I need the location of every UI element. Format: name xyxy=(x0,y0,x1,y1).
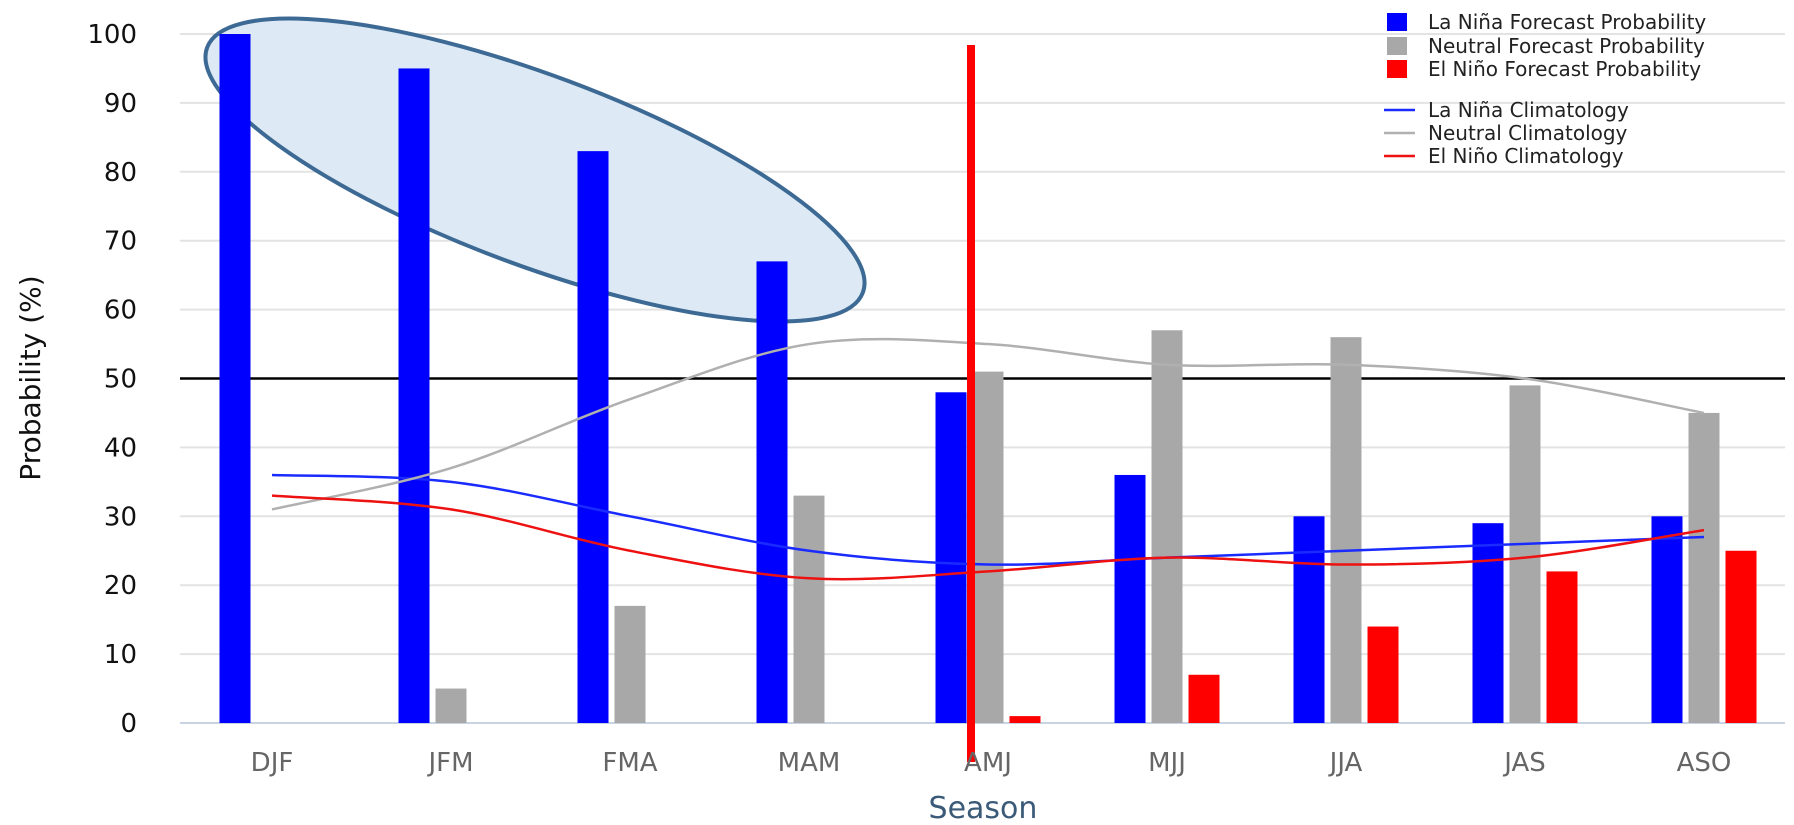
highlight-ellipse-shape xyxy=(203,16,867,324)
legend-swatch-el-nino-forecast-probability xyxy=(1387,60,1407,78)
bar-neutral-forecast-probability-fma xyxy=(614,605,646,723)
legend-label-neutral-forecast-probability: Neutral Forecast Probability xyxy=(1428,34,1705,58)
x-axis: DJF JFM FMA MAM AMJ MJJ JJA JAS ASO xyxy=(251,748,1732,778)
legend-label-el-nino-climatology: El Niño Climatology xyxy=(1428,144,1624,168)
bar-neutral-forecast-probability-jja xyxy=(1330,337,1362,723)
y-tick-label: 100 xyxy=(87,20,137,50)
y-tick-label: 10 xyxy=(104,640,137,670)
bar-la-nina-forecast-probability-mam xyxy=(756,261,788,723)
legend-label-el-nino-forecast-probability: El Niño Forecast Probability xyxy=(1428,57,1701,81)
y-tick-label: 20 xyxy=(104,571,137,601)
legend-swatch-la-nina-forecast-probability xyxy=(1387,13,1407,31)
line-el-nino-climatology xyxy=(271,494,1705,581)
x-tick-label-mjj: MJJ xyxy=(1148,748,1186,778)
y-tick-label: 80 xyxy=(104,158,137,188)
highlight-ellipse xyxy=(203,16,867,324)
x-tick-label-aso: ASO xyxy=(1677,748,1732,778)
bar-el-nino-forecast-probability-mjj xyxy=(1188,674,1220,723)
bar-la-nina-forecast-probability-jfm xyxy=(398,68,430,723)
y-tick-label: 30 xyxy=(104,502,137,532)
y-axis-title: Probability (%) xyxy=(14,275,47,480)
line-neutral-climatology xyxy=(271,337,1705,511)
bar-la-nina-forecast-probability-jja xyxy=(1293,516,1325,723)
legend-label-la-nina-forecast-probability: La Niña Forecast Probability xyxy=(1428,10,1706,34)
bar-la-nina-forecast-probability-fma xyxy=(577,151,609,723)
bar-neutral-forecast-probability-aso xyxy=(1688,412,1720,723)
x-tick-label-amj: AMJ xyxy=(964,748,1012,778)
y-tick-label: 60 xyxy=(104,296,137,326)
legend-label-neutral-climatology: Neutral Climatology xyxy=(1428,121,1628,145)
climatology-lines xyxy=(271,337,1705,581)
x-tick-label-jja: JJA xyxy=(1328,748,1363,778)
y-tick-label: 0 xyxy=(120,709,137,739)
bars xyxy=(219,34,1757,723)
bar-neutral-forecast-probability-mjj xyxy=(1151,330,1183,723)
x-tick-label-jas: JAS xyxy=(1502,748,1546,778)
bar-el-nino-forecast-probability-jas xyxy=(1546,571,1578,723)
bar-neutral-forecast-probability-jas xyxy=(1509,385,1541,723)
x-tick-label-fma: FMA xyxy=(602,748,657,778)
bar-el-nino-forecast-probability-amj xyxy=(1009,716,1041,723)
bar-la-nina-forecast-probability-amj xyxy=(935,392,967,723)
legend-swatch-neutral-forecast-probability xyxy=(1387,37,1407,55)
bar-la-nina-forecast-probability-aso xyxy=(1651,516,1683,723)
x-axis-title: Season xyxy=(929,791,1038,825)
bar-neutral-forecast-probability-mam xyxy=(793,495,825,723)
bar-neutral-forecast-probability-amj xyxy=(972,371,1004,723)
legend-label-la-nina-climatology: La Niña Climatology xyxy=(1428,98,1629,122)
y-tick-label: 70 xyxy=(104,227,137,257)
line-la-nina-climatology xyxy=(271,473,1705,566)
y-tick-label: 90 xyxy=(104,89,137,119)
y-tick-label: 40 xyxy=(104,433,137,463)
bar-el-nino-forecast-probability-jja xyxy=(1367,626,1399,723)
bar-la-nina-forecast-probability-djf xyxy=(219,34,251,723)
bar-la-nina-forecast-probability-jas xyxy=(1472,523,1504,723)
bar-neutral-forecast-probability-jfm xyxy=(435,688,467,723)
x-tick-label-djf: DJF xyxy=(251,748,294,778)
x-tick-label-mam: MAM xyxy=(778,748,841,778)
bar-la-nina-forecast-probability-mjj xyxy=(1114,474,1146,723)
y-axis: 0 10 20 30 40 50 60 70 80 90 100 xyxy=(87,20,137,739)
bar-el-nino-forecast-probability-aso xyxy=(1725,550,1757,723)
x-tick-label-jfm: JFM xyxy=(426,748,473,778)
y-tick-label: 50 xyxy=(104,365,137,395)
